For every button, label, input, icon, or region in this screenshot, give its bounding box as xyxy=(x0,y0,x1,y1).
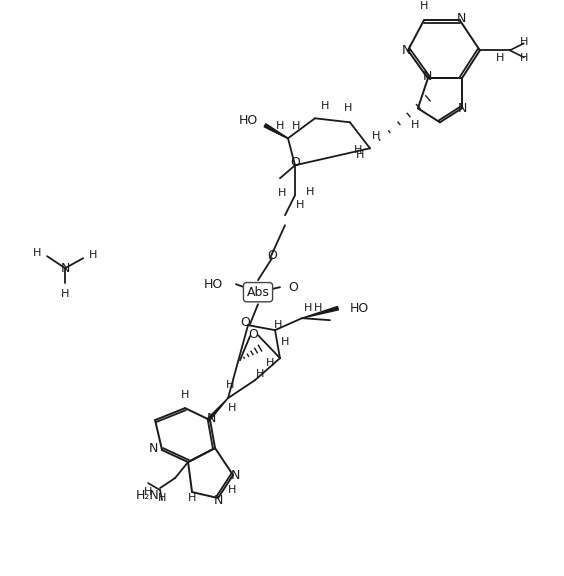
Text: Abs: Abs xyxy=(246,286,270,299)
Polygon shape xyxy=(264,124,288,138)
Text: H: H xyxy=(314,303,322,313)
Text: N: N xyxy=(148,442,158,454)
Polygon shape xyxy=(302,306,338,318)
Text: H: H xyxy=(306,187,314,197)
Text: N: N xyxy=(457,12,466,25)
Text: H: H xyxy=(372,131,380,141)
Text: H: H xyxy=(158,493,166,503)
Text: H: H xyxy=(281,337,289,347)
Text: H: H xyxy=(344,103,352,113)
Text: O: O xyxy=(248,328,258,340)
Text: H: H xyxy=(181,390,190,400)
Text: O: O xyxy=(290,156,300,169)
Text: H: H xyxy=(33,248,41,258)
Polygon shape xyxy=(207,398,228,421)
Text: HO: HO xyxy=(204,278,223,291)
Text: H: H xyxy=(256,369,264,379)
Text: O: O xyxy=(240,316,250,329)
Text: H: H xyxy=(296,200,304,210)
Text: H: H xyxy=(519,37,528,47)
Text: N: N xyxy=(60,262,70,275)
Text: H: H xyxy=(226,380,234,390)
Text: H: H xyxy=(356,150,364,160)
Text: N: N xyxy=(213,494,223,506)
Text: H: H xyxy=(188,493,196,503)
Text: H: H xyxy=(420,1,428,12)
Text: H: H xyxy=(496,54,504,63)
Text: H: H xyxy=(61,289,69,299)
Text: H: H xyxy=(274,320,282,330)
Text: H: H xyxy=(354,145,362,156)
Text: N: N xyxy=(423,70,433,83)
Text: HO: HO xyxy=(239,114,258,127)
Text: H: H xyxy=(276,122,284,131)
Text: N: N xyxy=(206,412,216,425)
Text: N: N xyxy=(402,44,412,57)
Text: H: H xyxy=(292,122,300,131)
Text: H: H xyxy=(321,101,329,111)
Text: N: N xyxy=(230,468,240,482)
Text: H: H xyxy=(144,487,152,497)
Text: H: H xyxy=(266,358,274,368)
Text: H: H xyxy=(411,120,419,130)
Text: O: O xyxy=(288,281,298,294)
Text: H: H xyxy=(228,403,236,413)
Text: H: H xyxy=(89,250,98,260)
Text: O: O xyxy=(267,249,277,262)
Text: H: H xyxy=(519,54,528,63)
Text: H₂N: H₂N xyxy=(136,488,160,502)
Text: H: H xyxy=(278,188,286,198)
Text: H: H xyxy=(228,485,236,495)
Text: HO: HO xyxy=(350,302,369,314)
Text: N: N xyxy=(458,102,468,115)
Text: H: H xyxy=(304,303,312,313)
